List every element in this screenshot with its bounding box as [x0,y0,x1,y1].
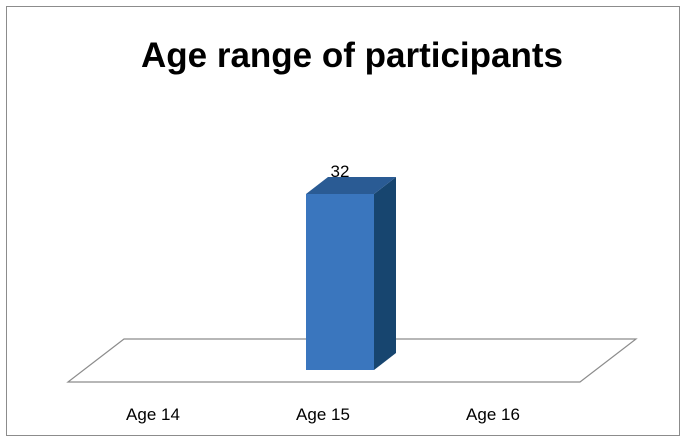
bar-side-face [374,177,396,370]
bar-top-face [306,177,396,194]
data-label-age-15: 32 [331,162,350,181]
bar-front-face [306,194,374,370]
x-tick-label-age-16: Age 16 [466,405,520,424]
x-tick-label-age-15: Age 15 [296,405,350,424]
x-tick-label-age-14: Age 14 [126,405,180,424]
x-axis-tick-labels: Age 14 Age 15 Age 16 [126,405,520,424]
chart-title: Age range of participants [141,36,563,75]
chart-floor [66,338,638,383]
bar-age-15 [306,177,396,370]
data-labels: 32 [331,162,350,181]
bars-layer [306,177,396,370]
